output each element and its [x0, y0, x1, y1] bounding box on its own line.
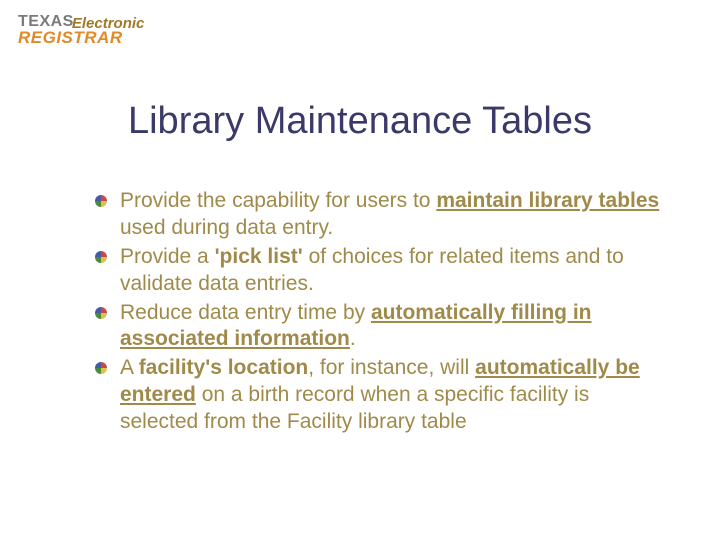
list-item: A facility's location, for instance, wil…: [94, 355, 660, 436]
bullet-icon: [94, 306, 108, 320]
bullet-icon: [94, 250, 108, 264]
bullet-text: Reduce data entry time by automatically …: [120, 300, 660, 354]
bullet-text: A facility's location, for instance, wil…: [120, 355, 660, 436]
list-item: Reduce data entry time by automatically …: [94, 300, 660, 354]
logo: TEXASElectronic REGISTRAR: [18, 14, 144, 46]
bullet-list: Provide the capability for users to main…: [94, 188, 660, 438]
bullet-text: Provide a 'pick list' of choices for rel…: [120, 244, 660, 298]
bullet-text: Provide the capability for users to main…: [120, 188, 660, 242]
bullet-icon: [94, 361, 108, 375]
list-item: Provide the capability for users to main…: [94, 188, 660, 242]
bullet-icon: [94, 194, 108, 208]
list-item: Provide a 'pick list' of choices for rel…: [94, 244, 660, 298]
slide-title: Library Maintenance Tables: [0, 100, 720, 143]
